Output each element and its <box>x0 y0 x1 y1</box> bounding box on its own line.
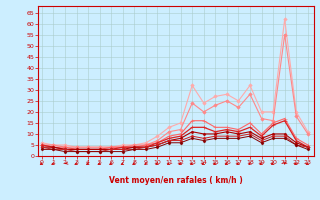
X-axis label: Vent moyen/en rafales ( km/h ): Vent moyen/en rafales ( km/h ) <box>109 176 243 185</box>
